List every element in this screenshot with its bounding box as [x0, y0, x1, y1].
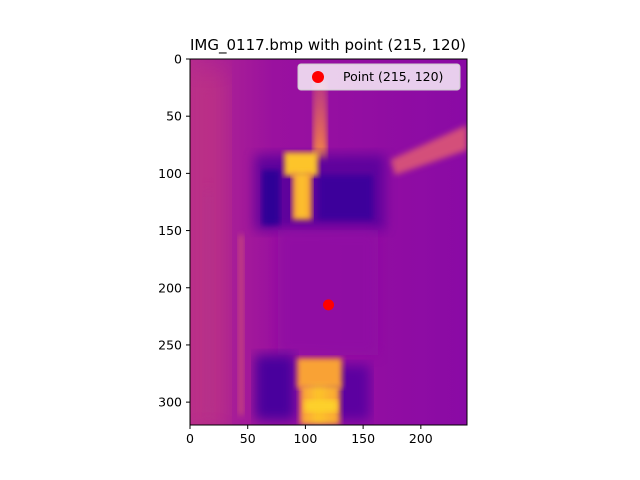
x-tick-label: 150 — [351, 431, 375, 446]
scatter-points — [323, 299, 334, 311]
y-tick-label: 200 — [158, 280, 182, 295]
y-tick-label: 50 — [166, 109, 182, 124]
y-tick-label: 250 — [158, 337, 182, 352]
legend-label: Point (215, 120) — [343, 69, 443, 84]
thermal-image — [190, 59, 467, 425]
axes-frame — [189, 58, 468, 426]
x-tick-label: 50 — [240, 431, 256, 446]
x-tick-label: 200 — [409, 431, 433, 446]
y-tick-label: 100 — [158, 166, 182, 181]
y-tick-label: 150 — [158, 223, 182, 238]
y-tick-label: 0 — [174, 52, 182, 67]
x-tick-label: 100 — [293, 431, 317, 446]
x-axis: 0 50 100 150 200 — [186, 425, 433, 446]
y-tick-label: 300 — [158, 395, 182, 410]
x-tick-label: 0 — [186, 431, 194, 446]
legend-marker — [312, 71, 324, 83]
legend-box — [297, 63, 461, 91]
scatter-point — [323, 299, 334, 311]
chart-title: IMG_0117.bmp with point (215, 120) — [190, 36, 466, 55]
y-axis: 0 50 100 150 200 250 300 — [158, 52, 190, 410]
legend: Point (215, 120) — [297, 63, 461, 91]
